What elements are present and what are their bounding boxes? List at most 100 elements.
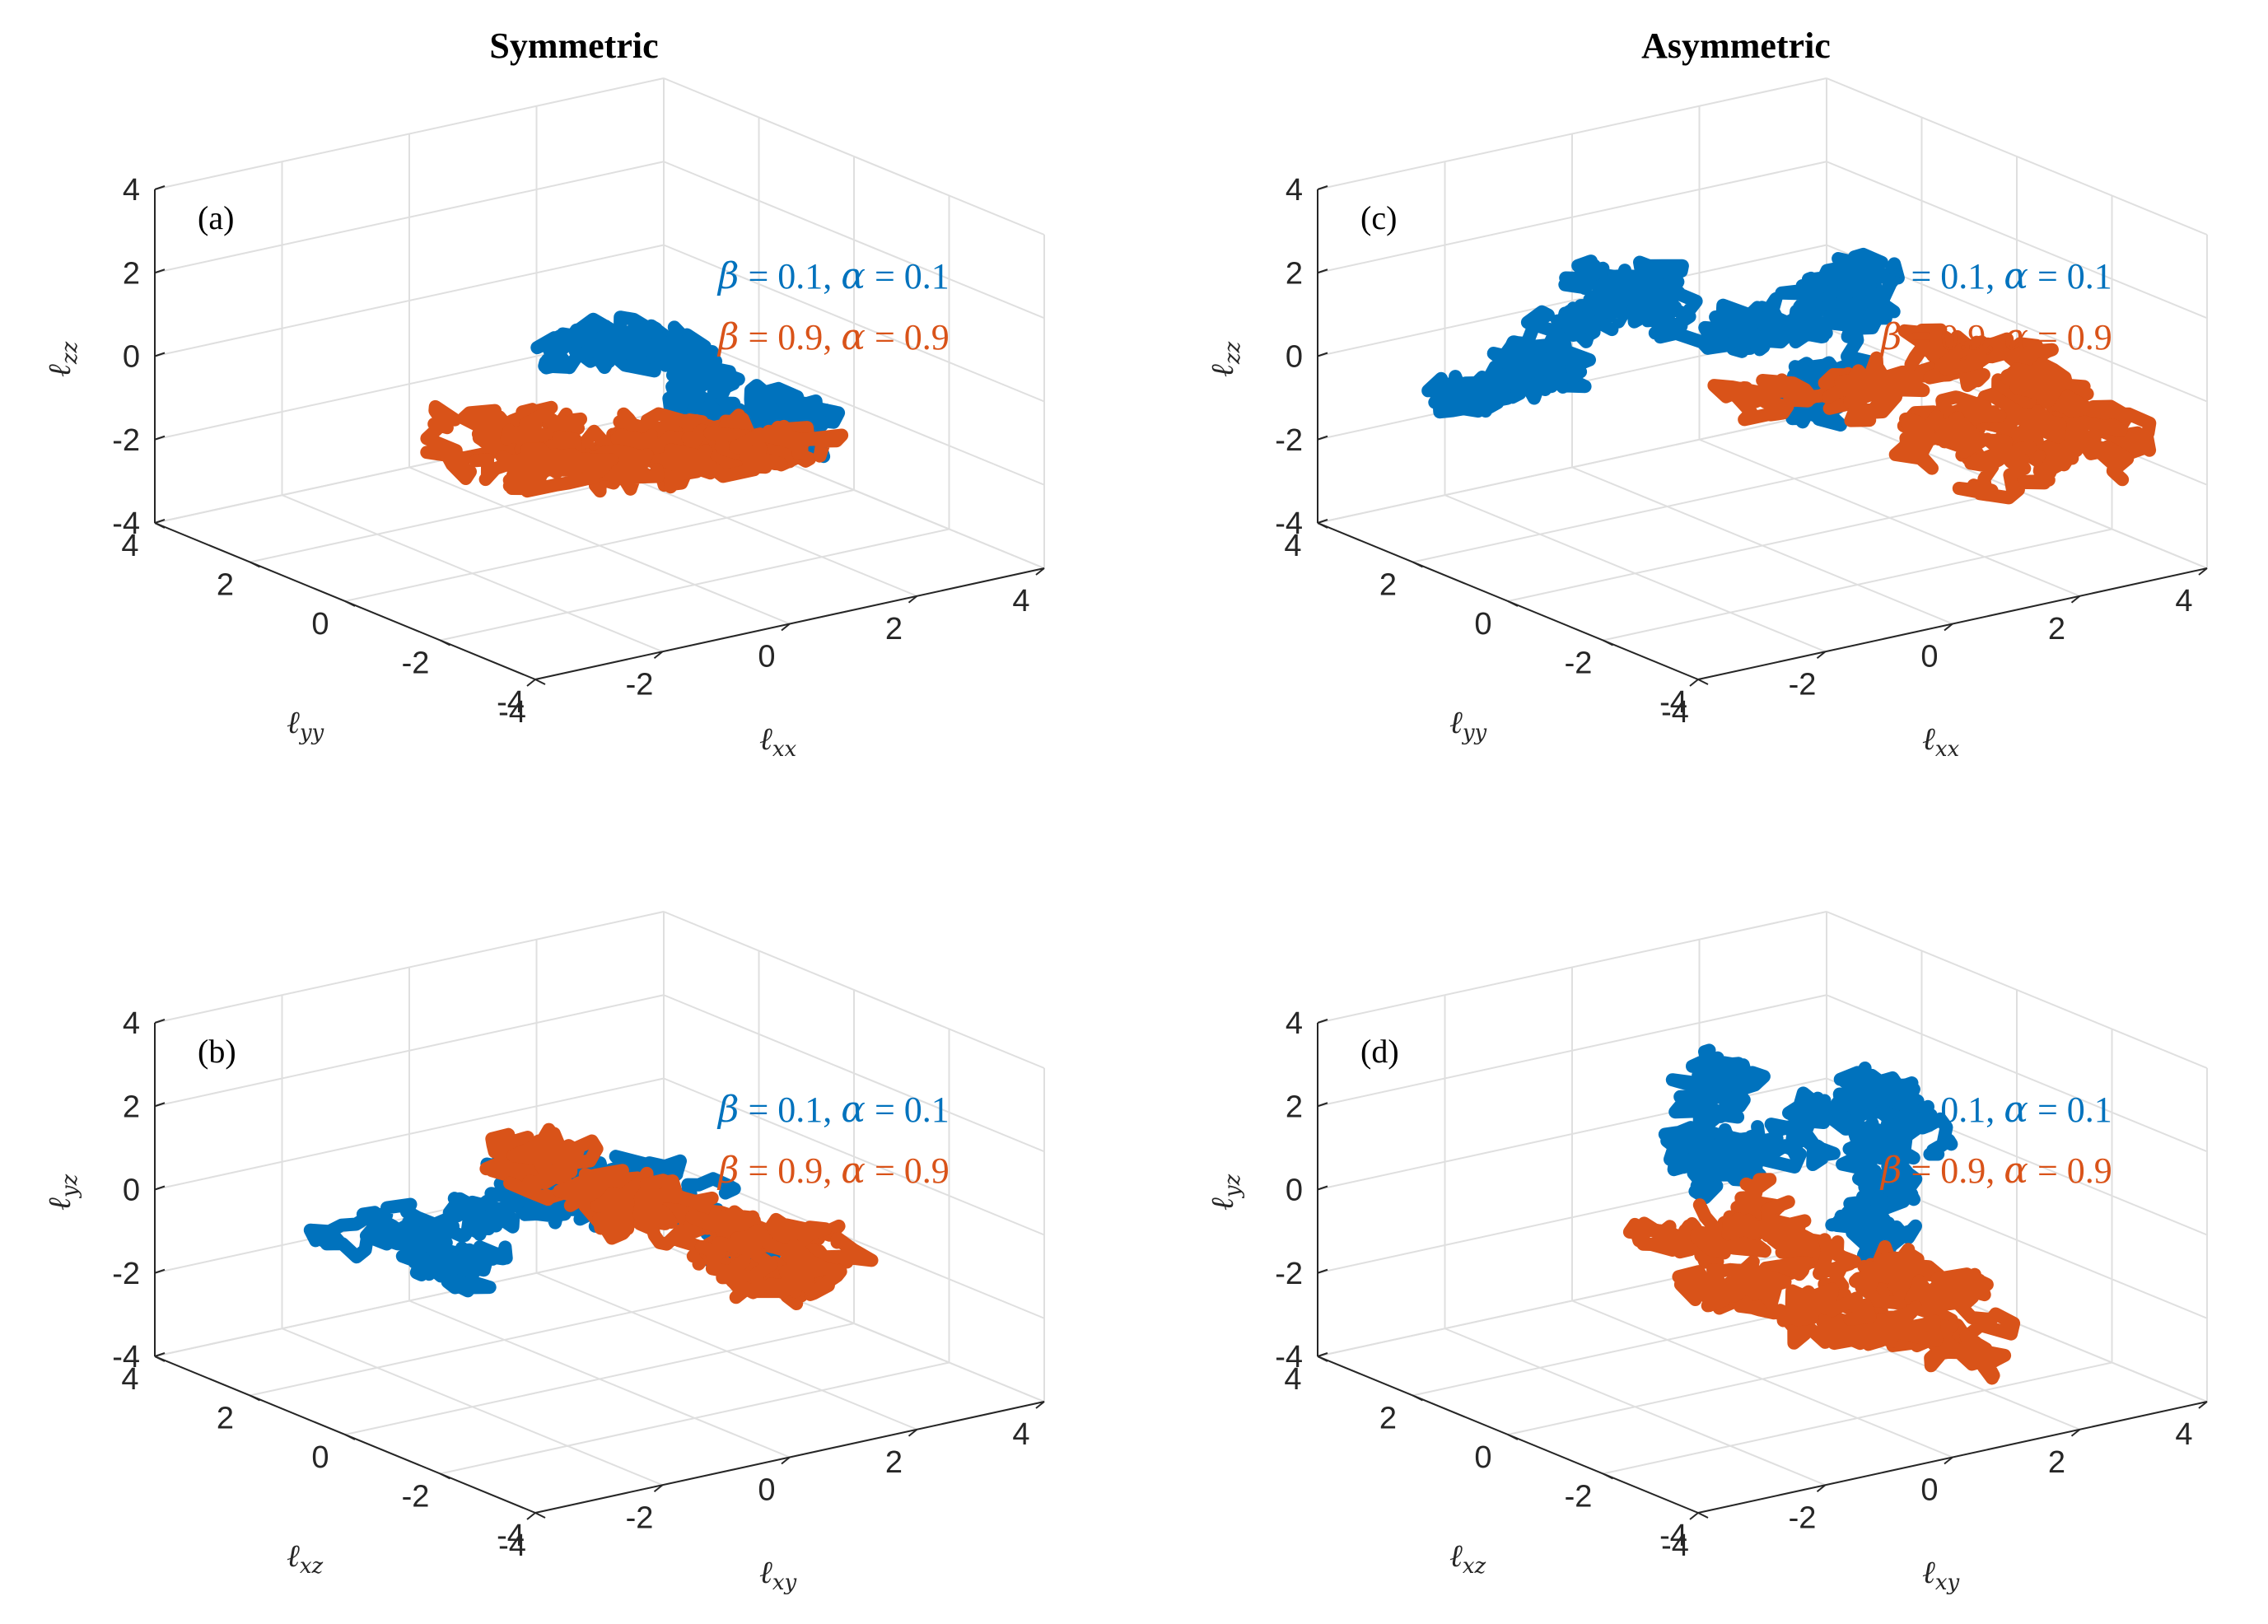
data-trajectory-segment [1686, 1120, 1807, 1187]
y-tick-label: 2 [1379, 1402, 1397, 1436]
y-axis-label: ℓxz [1449, 1538, 1486, 1579]
series-orange [420, 399, 849, 498]
grid-line [1826, 911, 2208, 1069]
z-axis-label: ℓyz [1204, 1174, 1245, 1211]
z-tick-label: 2 [1286, 1090, 1303, 1124]
grid-line [1317, 411, 1827, 524]
grid-line [154, 994, 665, 1108]
z-tick-label: 4 [123, 1006, 140, 1041]
series-orange [479, 1122, 879, 1310]
grid-line [1317, 911, 1827, 1024]
x-tick [1689, 1512, 1699, 1520]
x-axis-label: ℓxy [1922, 1554, 1959, 1595]
y-tick-label: -4 [497, 685, 525, 720]
z-tick-label: 2 [123, 1090, 140, 1124]
series-blue [1658, 1043, 1958, 1262]
y-tick [1603, 639, 1613, 646]
panel-label: (c) [1360, 199, 1397, 236]
data-trajectory-segment [1773, 1300, 1944, 1351]
y-axis-label: ℓyy [287, 704, 324, 745]
x-tick-label: 4 [2175, 1417, 2192, 1452]
x-tick-label: 2 [885, 612, 903, 646]
grid-line [1507, 489, 2018, 602]
panel-label: (d) [1360, 1033, 1399, 1070]
x-tick [526, 679, 536, 687]
x-tick [908, 595, 918, 604]
z-tick [154, 1019, 166, 1024]
z-tick-label: -2 [1275, 1257, 1303, 1291]
grid-line [1317, 994, 1827, 1108]
data-trajectory-segment [1580, 255, 1689, 329]
x-tick-label: -4 [498, 1528, 526, 1563]
x-tick-label: -2 [1789, 667, 1817, 702]
y-tick [250, 1394, 260, 1402]
y-tick [344, 600, 356, 607]
z-tick-label: 0 [123, 340, 140, 375]
z-tick [1317, 1185, 1328, 1191]
z-tick-label: -4 [1275, 1340, 1303, 1374]
y-tick [1317, 522, 1328, 529]
z-tick-label: 4 [1286, 1006, 1303, 1041]
x-tick [781, 1456, 791, 1465]
x-tick-label: 0 [1920, 1473, 1938, 1508]
z-tick-label: 2 [1286, 256, 1303, 291]
series-orange [1707, 323, 2157, 505]
z-tick-label: -2 [112, 423, 140, 458]
x-tick-label: 4 [1012, 1417, 1029, 1452]
x-tick [1944, 623, 1953, 632]
y-tick [1603, 1472, 1613, 1480]
z-tick-label: 4 [123, 173, 140, 208]
y-tick-label: -4 [1659, 1519, 1687, 1553]
z-axis-label: ℓzz [41, 341, 82, 377]
y-tick [154, 1356, 166, 1362]
y-tick [1412, 1394, 1423, 1402]
legend-entry: β = 0.1, α = 0.1 [1879, 255, 2112, 297]
x-tick-label: -2 [626, 667, 654, 702]
y-tick-label: -4 [1659, 685, 1687, 720]
grid-line [154, 911, 665, 1024]
legend-entry: β = 0.9, α = 0.9 [716, 1150, 950, 1192]
grid [154, 77, 1045, 680]
y-tick-label: 4 [121, 1362, 138, 1397]
y-tick [344, 1434, 356, 1440]
x-tick [1035, 567, 1045, 576]
x-tick-label: -4 [498, 695, 526, 730]
y-tick-label: 4 [1284, 1362, 1301, 1397]
x-tick-label: 0 [1920, 640, 1938, 674]
x-tick [1816, 1484, 1827, 1493]
y-tick-label: 0 [311, 1440, 329, 1475]
data-trajectory-segment [1825, 1191, 1922, 1262]
x-tick-label: 2 [2048, 612, 2065, 646]
y-tick-label: -2 [1565, 646, 1593, 681]
x-tick-label: -2 [626, 1500, 654, 1535]
data-trajectory-segment [1888, 409, 2037, 505]
legend-entry: β = 0.1, α = 0.1 [1879, 1089, 2112, 1131]
data-trajectory-segment [503, 1122, 627, 1206]
grid-line [344, 1323, 855, 1435]
z-tick [1317, 1102, 1328, 1108]
series-orange [1622, 1173, 2021, 1385]
z-tick-label: -2 [1275, 423, 1303, 458]
y-tick-label: -2 [1565, 1480, 1593, 1514]
data-trajectory-segment [1712, 1255, 1877, 1328]
data-trajectory-segment [1904, 1267, 2021, 1359]
y-tick [154, 522, 166, 529]
z-tick-label: 0 [1286, 340, 1303, 375]
x-tick-label: -2 [1789, 1500, 1817, 1535]
data-trajectory-segment [1939, 332, 2059, 413]
y-tick [534, 679, 546, 685]
y-tick [1697, 1512, 1709, 1519]
z-tick [154, 1268, 166, 1274]
y-tick [1507, 600, 1519, 607]
grid-line [1317, 161, 1827, 274]
data-trajectory-segment [1672, 1262, 1792, 1313]
y-tick [1412, 561, 1423, 568]
z-tick [1317, 352, 1328, 357]
z-tick-label: 0 [123, 1174, 140, 1208]
z-tick [1317, 519, 1328, 524]
x-tick [526, 1512, 536, 1520]
